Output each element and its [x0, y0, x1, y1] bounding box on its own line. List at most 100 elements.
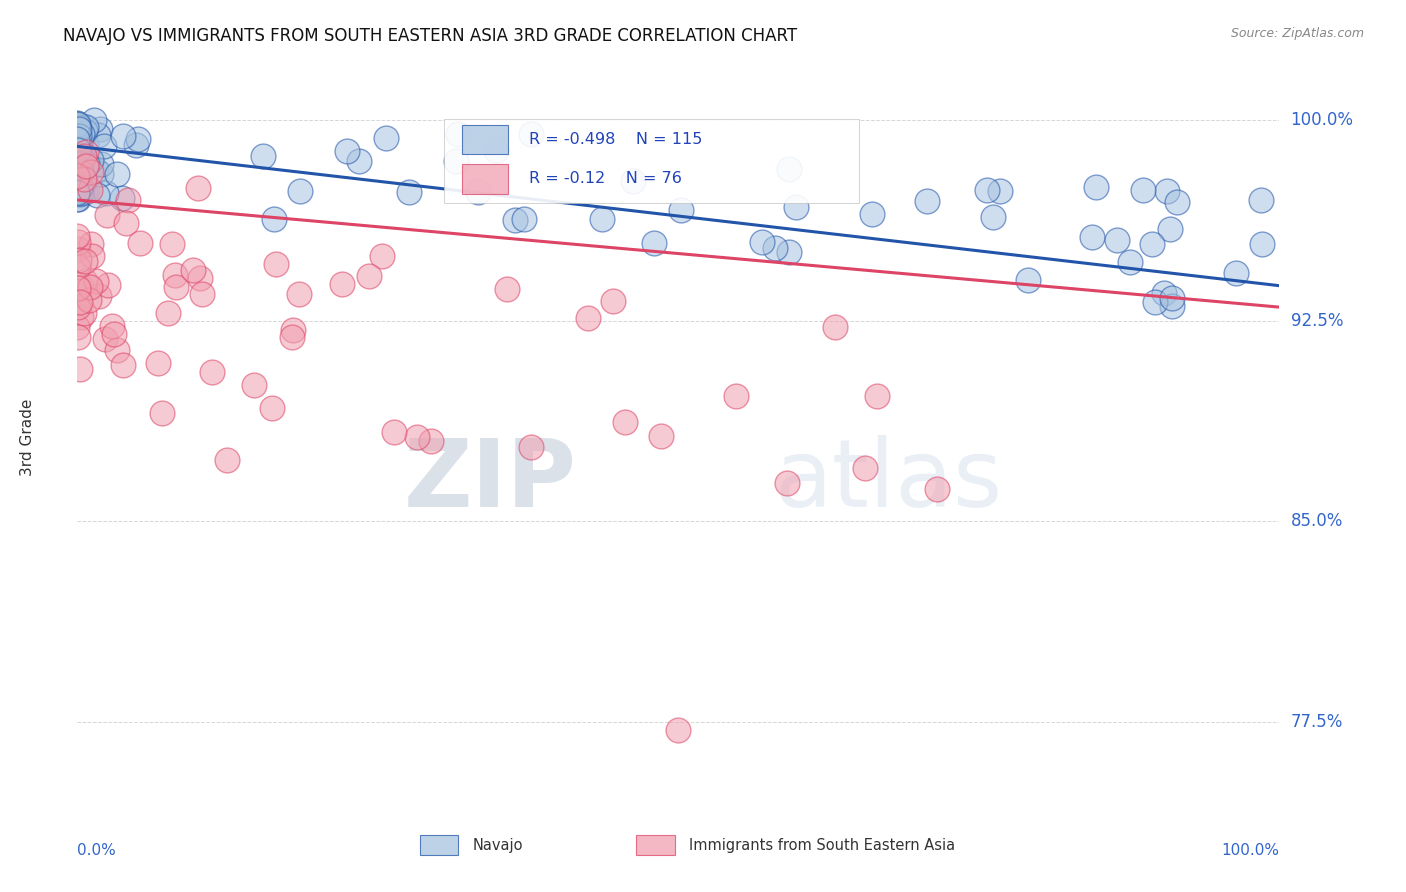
Point [1119, 255, 1142, 269]
Point [165, 279, 187, 293]
Point [90, 157, 112, 171]
Point [150, 406, 173, 420]
Point [763, 241, 786, 255]
Point [80, 153, 103, 168]
Point [263, 211, 285, 226]
Text: NAVAJO VS IMMIGRANTS FROM SOUTH EASTERN ASIA 3RD GRADE CORRELATION CHART: NAVAJO VS IMMIGRANTS FROM SOUTH EASTERN … [63, 27, 797, 45]
Text: Immigrants from South Eastern Asia: Immigrants from South Eastern Asia [689, 838, 955, 853]
Point [988, 184, 1011, 198]
Point [866, 389, 889, 403]
Point [79, 183, 101, 197]
Point [1250, 237, 1272, 252]
Point [82, 249, 104, 263]
Point [1159, 222, 1181, 236]
Point [1166, 195, 1188, 210]
Point [72, 125, 94, 139]
Point [420, 434, 443, 449]
Point [724, 389, 747, 403]
Point [77, 293, 100, 307]
Point [513, 211, 536, 226]
Point [669, 202, 692, 217]
Point [94, 332, 117, 346]
Point [915, 194, 938, 209]
Point [67, 129, 90, 144]
Point [778, 245, 800, 260]
Point [981, 210, 1004, 224]
Point [576, 311, 599, 326]
Point [105, 343, 128, 358]
Point [785, 200, 807, 214]
Point [69, 187, 91, 202]
Point [976, 183, 998, 197]
Bar [463, 164, 508, 194]
Point [370, 250, 392, 264]
Point [776, 475, 799, 490]
Point [73, 185, 96, 199]
Text: 100.0%: 100.0% [1291, 111, 1354, 128]
Point [67, 134, 90, 148]
Point [163, 268, 186, 282]
Bar [637, 835, 675, 855]
Point [76, 184, 98, 198]
Point [243, 378, 266, 392]
Point [406, 430, 429, 444]
Point [382, 425, 405, 439]
Point [375, 131, 398, 145]
Point [70, 133, 93, 147]
Point [650, 428, 672, 442]
Point [148, 356, 170, 370]
Point [66, 128, 89, 142]
Point [66, 185, 89, 199]
Point [201, 365, 224, 379]
Point [75, 145, 97, 159]
Point [97, 277, 120, 292]
Point [1017, 273, 1039, 287]
Point [591, 212, 613, 227]
Point [187, 181, 209, 195]
Point [66, 186, 89, 200]
Point [1080, 229, 1102, 244]
Point [67, 170, 90, 185]
Point [70, 310, 93, 324]
Point [1143, 294, 1166, 309]
Point [496, 281, 519, 295]
Point [66, 132, 89, 146]
Point [1132, 183, 1154, 197]
Point [73, 161, 96, 176]
Point [66, 169, 89, 184]
Point [288, 286, 311, 301]
Point [188, 271, 211, 285]
Point [66, 132, 89, 146]
Point [89, 122, 111, 136]
Text: 100.0%: 100.0% [1222, 843, 1279, 858]
Point [66, 192, 89, 206]
Point [69, 128, 91, 142]
Point [73, 253, 96, 268]
Point [112, 129, 135, 144]
Point [73, 172, 96, 186]
Point [117, 193, 139, 207]
Point [67, 330, 90, 344]
Point [67, 252, 90, 267]
Point [105, 167, 128, 181]
Point [72, 120, 94, 135]
Point [621, 174, 644, 188]
Point [67, 185, 90, 199]
Point [67, 281, 90, 295]
Point [69, 187, 91, 202]
Point [69, 294, 91, 309]
Point [79, 160, 101, 174]
Point [80, 165, 103, 179]
Point [824, 319, 846, 334]
Text: 92.5%: 92.5% [1291, 311, 1343, 329]
Point [485, 143, 508, 157]
Point [181, 263, 204, 277]
Point [66, 117, 89, 131]
Point [66, 116, 89, 130]
Point [66, 300, 89, 314]
Text: atlas: atlas [775, 435, 1002, 527]
Text: Navajo: Navajo [472, 838, 523, 853]
Point [67, 167, 90, 181]
Bar [463, 125, 508, 154]
Point [84, 163, 107, 178]
